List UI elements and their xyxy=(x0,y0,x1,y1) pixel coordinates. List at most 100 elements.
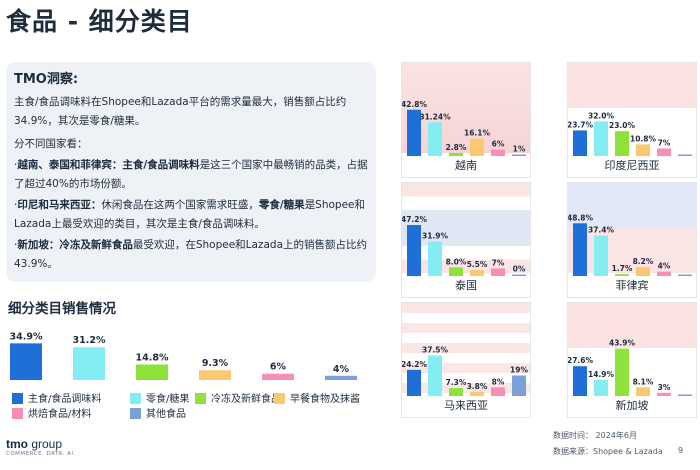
bar-snacks xyxy=(428,241,442,276)
legend-item-frozen: 冷冻及新鲜食品 xyxy=(195,390,281,405)
panel-name-philippines: 菲律宾 xyxy=(615,279,649,292)
bar-bakery xyxy=(491,149,505,156)
bullet-1-category: 主食/食品调味料 xyxy=(122,159,200,171)
bar-other xyxy=(678,274,692,276)
thailand-flag-wash xyxy=(402,183,530,273)
value-label-frozen: 2.8% xyxy=(446,143,467,152)
bar-frozen xyxy=(615,274,629,276)
legend-swatch-bakery xyxy=(12,408,23,419)
bar-staples xyxy=(407,369,421,396)
footer-data-date: 数据时间： 2024年6月 xyxy=(553,431,637,440)
bar-staples xyxy=(573,223,587,276)
insight-heading: TMO洞察: xyxy=(14,72,79,87)
bar-staples xyxy=(407,225,421,276)
legend-label-frozen: 冷冻及新鲜食品 xyxy=(211,394,281,405)
bar-snacks xyxy=(594,121,608,156)
indonesia-flag-wash xyxy=(568,63,696,153)
legend-swatch-breakfast xyxy=(274,393,285,404)
bar-snacks xyxy=(594,379,608,396)
bar-breakfast xyxy=(470,270,484,276)
value-label-other: 19% xyxy=(510,365,528,374)
value-label-staples: 47.2% xyxy=(402,215,427,224)
legend-label-snacks: 零食/糖果 xyxy=(146,394,190,405)
overall-value-frozen: 14.8% xyxy=(136,352,169,363)
panel-vietnam: 42.8% 31.24% 2.8% 16.1% 6% 1% 越南 xyxy=(401,62,531,178)
bar-breakfast xyxy=(470,391,484,396)
overall-bar-chart: 34.9% 31.2% 14.8% 9.3% 6% 4% xyxy=(10,331,357,380)
vietnam-flag-wash xyxy=(402,63,530,153)
bar-bakery xyxy=(657,271,671,276)
legend-swatch-frozen xyxy=(195,393,206,404)
value-label-snacks: 37.5% xyxy=(422,346,449,355)
legend-item-staples: 主食/食品调味料 xyxy=(12,390,101,405)
overall-value-breakfast: 9.3% xyxy=(202,358,229,369)
thailand-bar-chart: 47.2% 31.9% 8.0% 5.5% 7% 0% xyxy=(402,215,526,276)
malaysia-bar-chart: 24.2% 37.5% 7.3% 3.8% 8% 19% xyxy=(402,346,528,396)
bar-staples xyxy=(573,130,587,156)
panel-singapore: 27.6% 14.9% 43.9% 8.1% 3% 新加坡 xyxy=(567,302,697,418)
value-label-staples: 42.8% xyxy=(402,100,427,109)
philippines-bar-chart: 48.8% 37.4% 1.7%8.2% 4% xyxy=(568,213,692,276)
singapore-bar-chart: 27.6% 14.9% 43.9% 8.1% 3% xyxy=(568,339,692,396)
bar-snacks xyxy=(594,235,608,276)
insight-bullet-2: ·印尼和马来西亚：休闲食品在这两个国家需求旺盛，零食/糖果是Shopee和Laz… xyxy=(14,199,366,230)
bullet-3-category: 冷冻及新鲜食品 xyxy=(59,239,133,251)
page-title: 食品 - 细分类目 xyxy=(6,7,193,36)
legend-item-snacks: 零食/糖果 xyxy=(130,390,189,405)
legend-label-staples: 主食/食品调味料 xyxy=(28,394,102,405)
overall-bar-snacks xyxy=(73,347,105,380)
bar-staples xyxy=(407,109,421,156)
value-label-bakery: 7% xyxy=(492,258,505,267)
section-title: 细分类目销售情况 xyxy=(8,301,116,317)
value-label-breakfast: 3.8% xyxy=(467,382,488,391)
value-label-other: 0% xyxy=(513,265,526,274)
bar-snacks xyxy=(428,355,442,396)
bullet-2-text-b: 是Shopee和Lazada上最受欢迎的类目，其次是主食/食品调味料。 xyxy=(14,199,366,230)
value-label-breakfast: 16.1% xyxy=(464,129,491,138)
value-label-other: 1% xyxy=(513,145,526,154)
bar-frozen xyxy=(615,131,629,156)
value-label-breakfast: 10.8% xyxy=(630,134,657,143)
singapore-flag-wash xyxy=(568,303,696,393)
footer-data-source: 数据来源：Shopee & Lazada xyxy=(553,447,663,456)
bar-other xyxy=(512,154,526,156)
bar-breakfast xyxy=(636,387,650,396)
value-label-frozen: 23.0% xyxy=(609,121,636,130)
value-label-staples: 24.2% xyxy=(402,360,427,369)
value-label-breakfast: 8.1% xyxy=(633,377,654,386)
bullet-2-category: 零食/糖果 xyxy=(258,199,305,211)
vietnam-bar-chart: 42.8% 31.24% 2.8% 16.1%6% 1% xyxy=(402,100,526,156)
overall-value-bakery: 6% xyxy=(270,362,287,373)
legend-label-breakfast: 早餐食物及抹酱 xyxy=(290,394,360,405)
bar-frozen xyxy=(449,267,463,276)
malaysia-flag-wash xyxy=(402,303,530,393)
value-label-snacks: 32.0% xyxy=(588,111,615,120)
overall-value-staples: 34.9% xyxy=(10,331,43,342)
bar-breakfast xyxy=(636,267,650,276)
value-label-snacks: 14.9% xyxy=(588,370,615,379)
bar-staples xyxy=(573,366,587,396)
bar-breakfast xyxy=(636,144,650,156)
overall-bar-other xyxy=(325,375,357,380)
panel-name-indonesia: 印度尼西亚 xyxy=(604,159,660,172)
panel-name-vietnam: 越南 xyxy=(455,159,477,172)
bar-other xyxy=(678,394,692,396)
legend-label-bakery: 烘焙食品/材料 xyxy=(28,409,92,420)
bar-snacks xyxy=(428,122,442,156)
legend-label-other: 其他食品 xyxy=(146,409,186,420)
value-label-breakfast: 8.2% xyxy=(633,257,654,266)
value-label-snacks: 31.24% xyxy=(419,112,451,121)
logo-name-a: tmo xyxy=(6,437,28,451)
value-label-staples: 27.6% xyxy=(568,356,593,365)
value-label-bakery: 6% xyxy=(492,140,505,149)
overall-value-snacks: 31.2% xyxy=(73,335,106,346)
bar-frozen xyxy=(449,152,463,156)
value-label-bakery: 8% xyxy=(492,377,505,386)
bar-other xyxy=(678,154,692,156)
insight-box: TMO洞察: 主食/食品调味料在Shopee和Lazada平台的需求量最大，销售… xyxy=(6,62,376,282)
logo-tagline: COMMERCE. DATA. AI. xyxy=(6,451,76,457)
legend-item-other: 其他食品 xyxy=(130,405,186,420)
bar-bakery xyxy=(657,148,671,156)
legend-swatch-staples xyxy=(12,393,23,404)
overall-bar-staples xyxy=(10,343,42,380)
